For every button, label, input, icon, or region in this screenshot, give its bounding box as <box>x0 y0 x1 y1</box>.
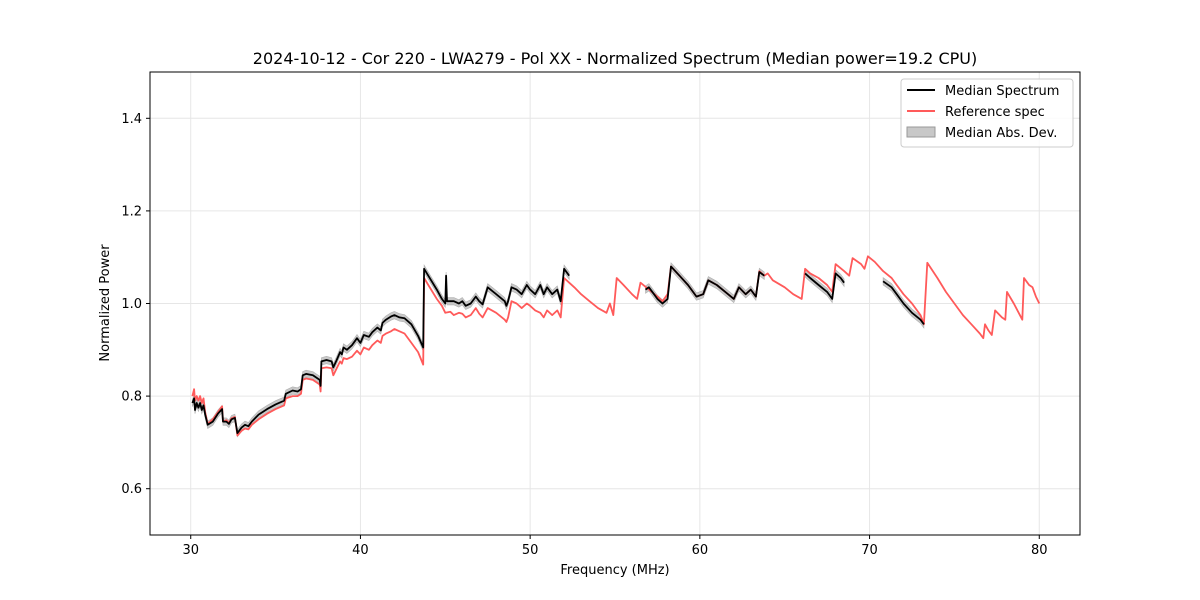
median-spectrum-line <box>804 272 845 300</box>
legend: Median Spectrum Reference spec Median Ab… <box>900 78 1074 148</box>
median-spectrum-line <box>882 280 925 325</box>
x-tick-label: 30 <box>182 543 199 558</box>
y-tick-label: 0.6 <box>121 482 142 497</box>
median-abs-dev-band-group <box>192 262 925 438</box>
mad-band-segment <box>804 269 845 304</box>
mad-band-segment <box>192 264 570 438</box>
y-tick-label: 1.4 <box>121 112 142 127</box>
axis-ticks: 30 40 50 60 70 80 0.6 0.8 1.0 1.2 1.4 <box>121 112 1047 558</box>
y-axis-label: Normalized Power <box>98 244 113 362</box>
x-tick-label: 80 <box>1031 543 1048 558</box>
x-tick-label: 40 <box>352 543 369 558</box>
x-tick-label: 60 <box>692 543 709 558</box>
y-tick-label: 1.2 <box>121 204 142 219</box>
y-tick-label: 0.8 <box>121 390 142 405</box>
legend-label-median: Median Spectrum <box>945 84 1059 99</box>
y-tick-label: 1.0 <box>121 297 142 312</box>
x-tick-label: 70 <box>861 543 878 558</box>
legend-label-mad: Median Abs. Dev. <box>945 126 1057 141</box>
series-group <box>191 255 1041 437</box>
x-axis-label: Frequency (MHz) <box>560 563 669 578</box>
x-tick-label: 50 <box>522 543 539 558</box>
chart-title: 2024-10-12 - Cor 220 - LWA279 - Pol XX -… <box>253 49 977 68</box>
legend-label-reference: Reference spec <box>945 105 1045 120</box>
median-spectrum-line <box>644 265 765 305</box>
reference-spec-line <box>191 255 1041 437</box>
median-spectrum-line <box>191 267 570 434</box>
legend-frame <box>900 78 1074 148</box>
legend-swatch-mad <box>906 126 936 138</box>
